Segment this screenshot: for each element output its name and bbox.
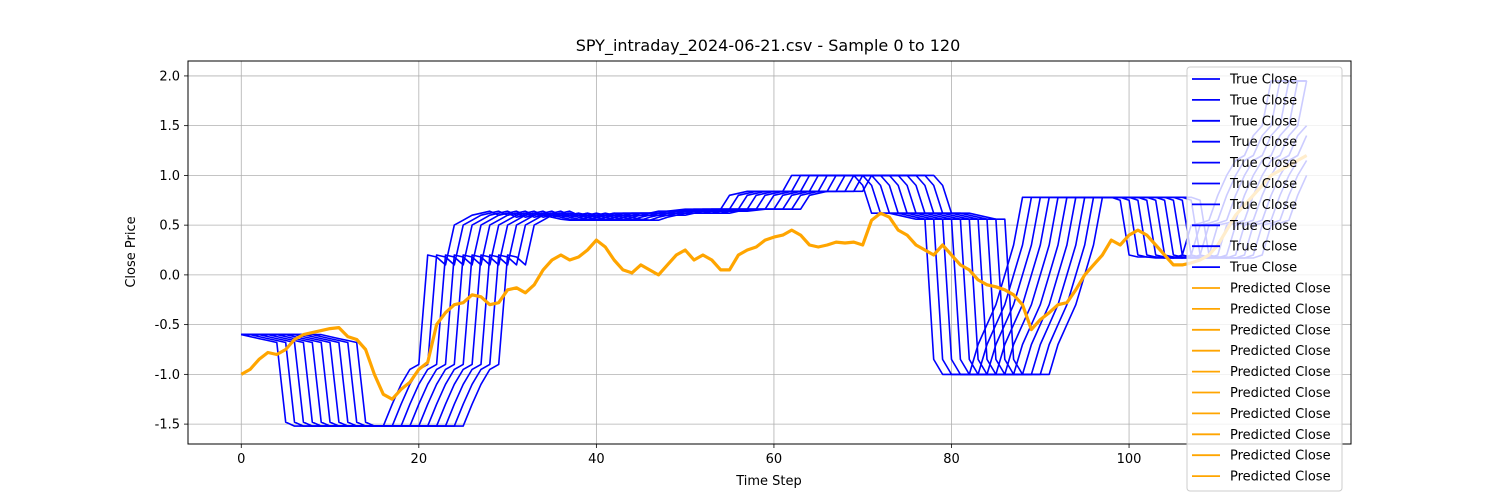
y-tick-label: 2.0 <box>159 69 180 84</box>
legend-label: Predicted Close <box>1230 470 1331 485</box>
legend-label: True Close <box>1229 219 1297 234</box>
legend-label: True Close <box>1229 240 1297 255</box>
y-tick-label: 0.5 <box>159 219 180 234</box>
chart-title: SPY_intraday_2024-06-21.csv - Sample 0 t… <box>576 36 961 56</box>
series-group <box>240 80 1308 427</box>
legend-label: Predicted Close <box>1230 365 1331 380</box>
true-close-series-10 <box>241 174 1308 427</box>
grid-lines <box>188 61 1351 444</box>
y-tick-label: -0.5 <box>155 318 180 333</box>
y-tick-label: 0.0 <box>159 268 180 283</box>
x-tick-label: 40 <box>588 452 605 467</box>
y-tick-label: -1.5 <box>155 418 180 433</box>
legend-label: True Close <box>1229 93 1297 108</box>
legend-label: True Close <box>1229 177 1297 192</box>
x-axis-title: Time Step <box>735 474 802 489</box>
legend-label: Predicted Close <box>1230 407 1331 422</box>
x-tick-label: 80 <box>943 452 960 467</box>
legend-label: Predicted Close <box>1230 344 1331 359</box>
legend-label: Predicted Close <box>1230 386 1331 401</box>
axis-ticks: 0 20 40 60 80 100 -1.5 -1.0 -0.5 0.0 0.5 1.0 1.5 2.0 <box>155 69 1142 467</box>
legend-label: Predicted Close <box>1230 428 1331 443</box>
legend-label: True Close <box>1229 156 1297 171</box>
legend-label: True Close <box>1229 73 1297 88</box>
legend-label: True Close <box>1229 198 1297 213</box>
legend-label: True Close <box>1229 135 1297 150</box>
plot-series <box>240 80 1308 427</box>
y-tick-label: 1.0 <box>159 169 180 184</box>
legend-label: Predicted Close <box>1230 323 1331 338</box>
x-tick-label: 0 <box>237 452 245 467</box>
y-tick-label: -1.0 <box>155 368 180 383</box>
x-tick-label: 20 <box>411 452 428 467</box>
legend-label: Predicted Close <box>1230 282 1331 297</box>
x-tick-label: 60 <box>766 452 783 467</box>
y-axis-title: Close Price <box>124 216 139 287</box>
legend-label: Predicted Close <box>1230 449 1331 464</box>
y-tick-label: 1.5 <box>159 119 180 134</box>
predicted-close-series <box>240 154 1308 401</box>
x-tick-label: 100 <box>1117 452 1142 467</box>
plot-area-frame <box>187 60 1352 445</box>
legend: True Close True Close True Close True Close… <box>1186 66 1343 492</box>
legend-label: True Close <box>1229 114 1297 129</box>
legend-label: Predicted Close <box>1230 302 1331 317</box>
legend-label: True Close <box>1229 261 1297 276</box>
legend-box <box>1186 66 1343 492</box>
